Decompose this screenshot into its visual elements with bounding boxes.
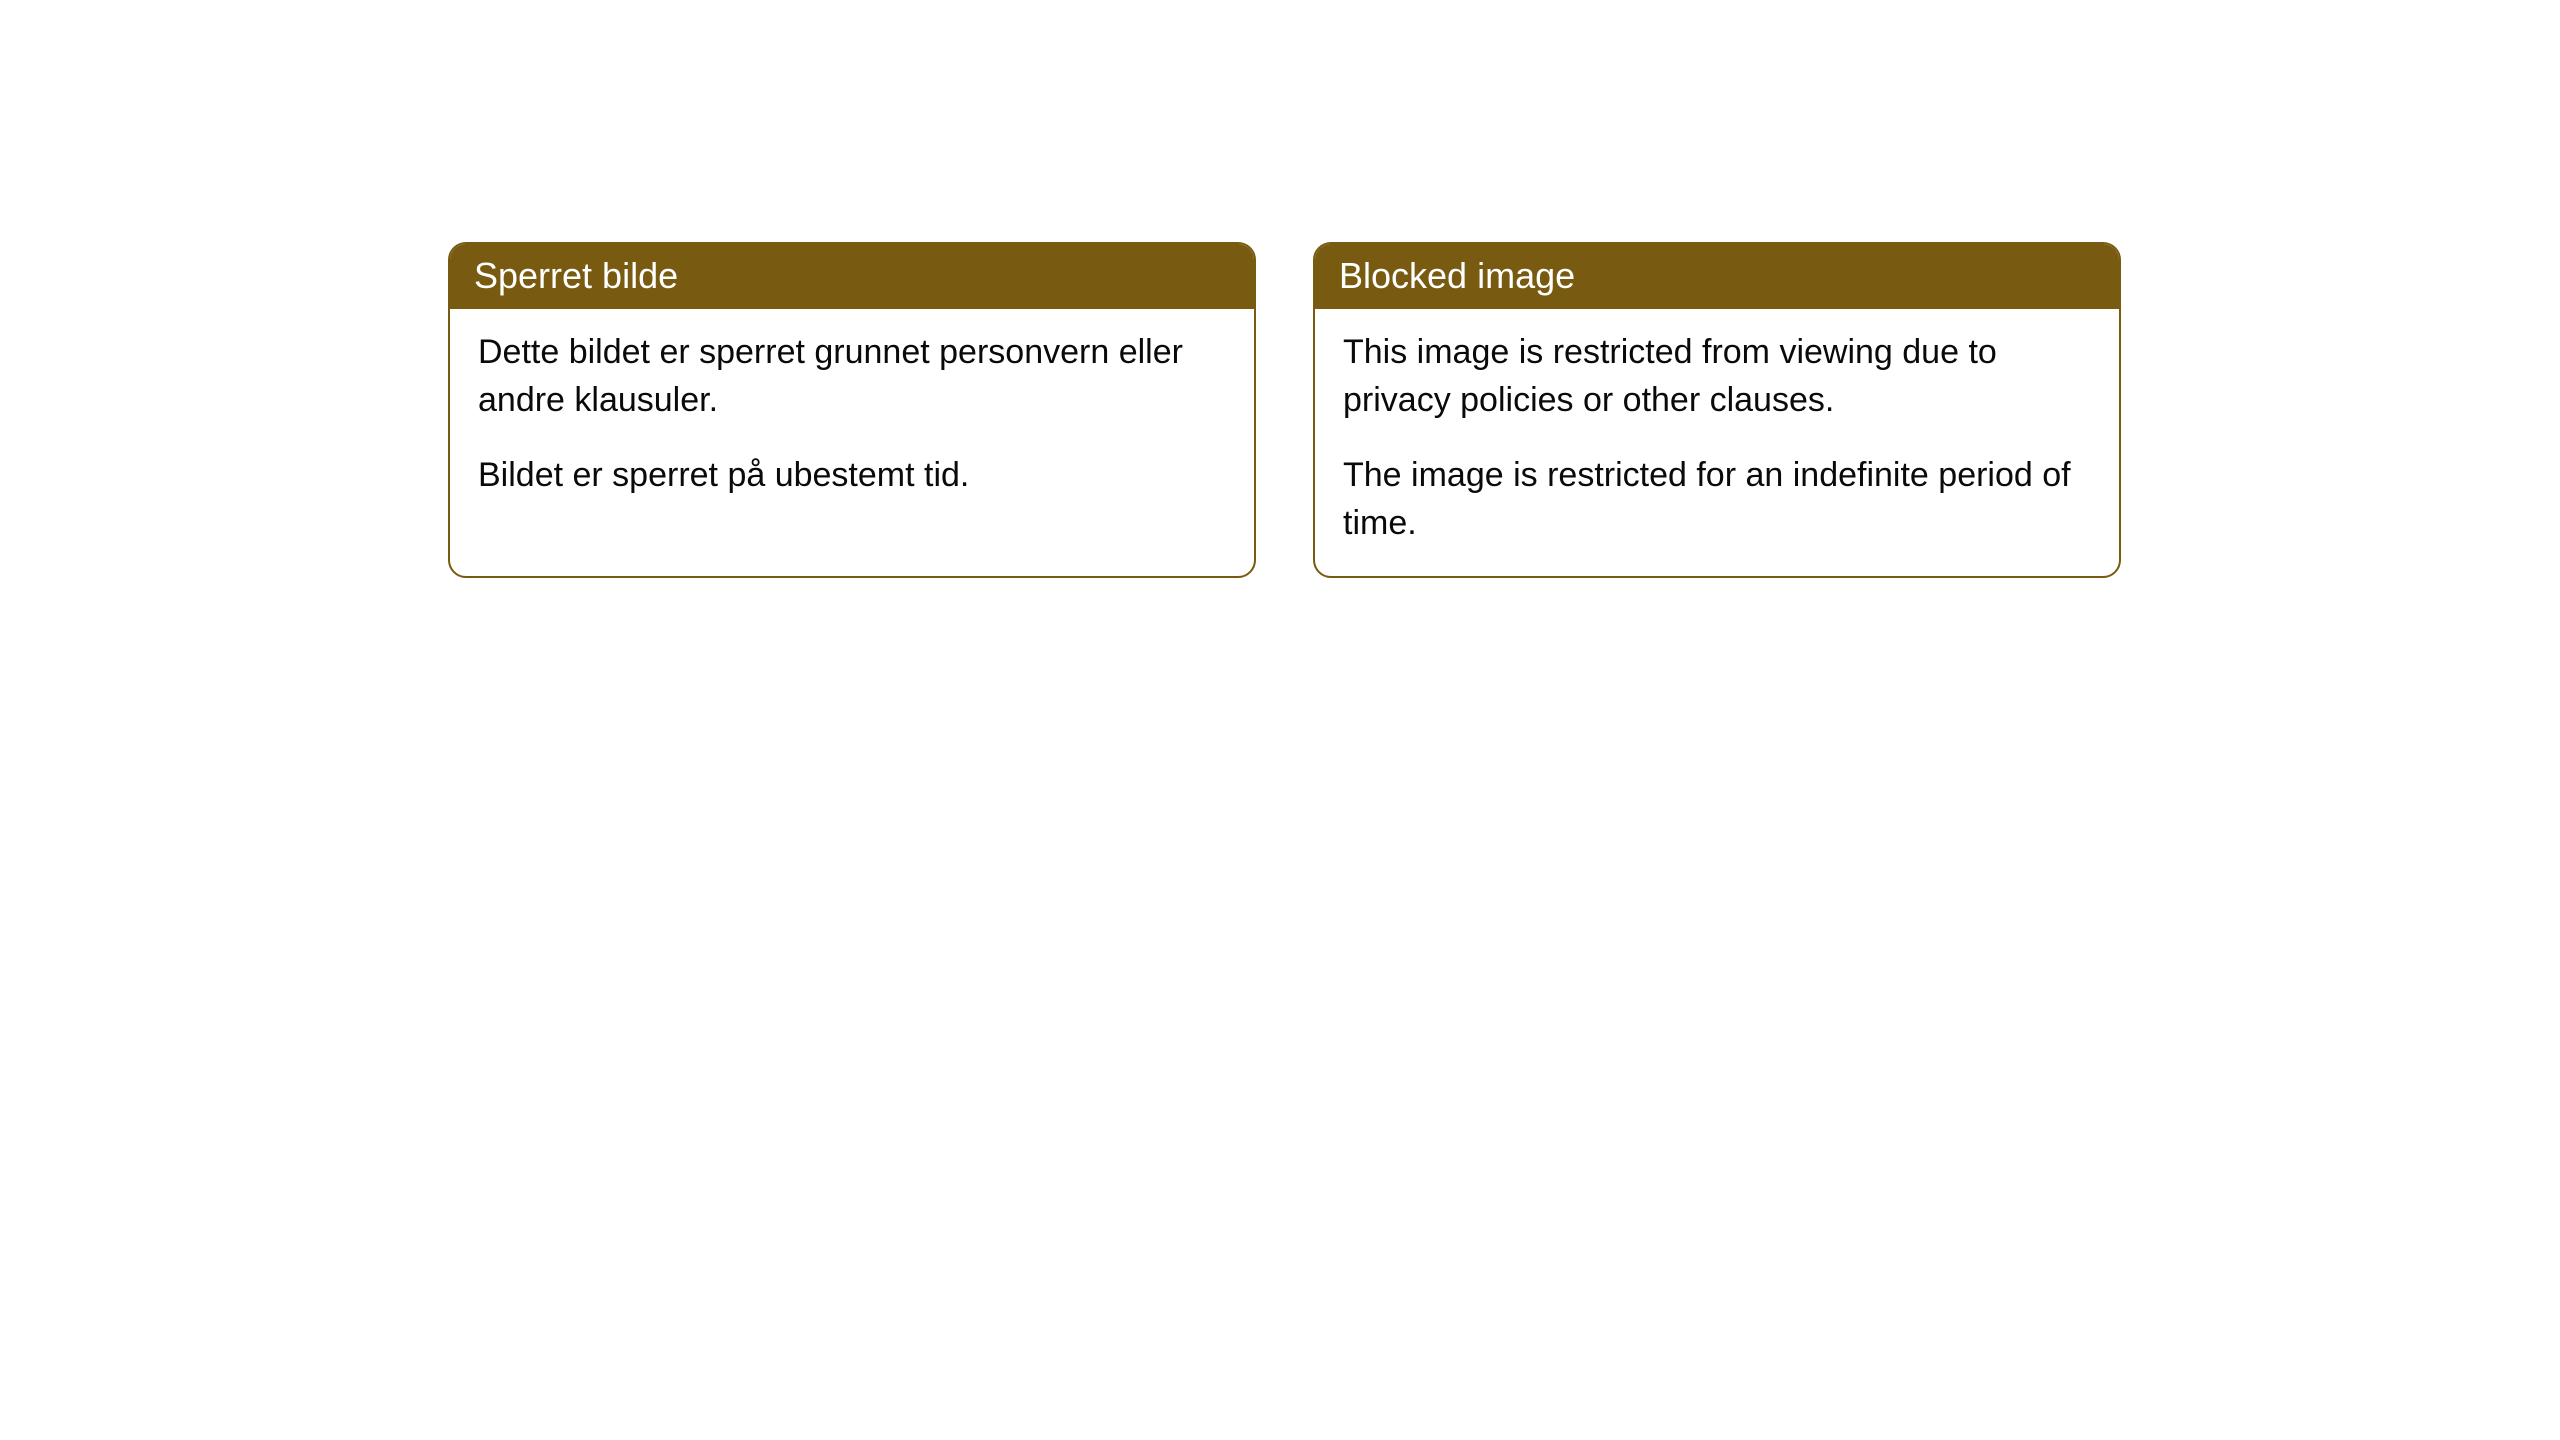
card-paragraph-1-en: This image is restricted from viewing du…: [1343, 329, 2091, 424]
card-body-no: Dette bildet er sperret grunnet personve…: [450, 309, 1254, 528]
blocked-image-card-no: Sperret bilde Dette bildet er sperret gr…: [448, 242, 1256, 578]
card-paragraph-2-en: The image is restricted for an indefinit…: [1343, 452, 2091, 547]
card-header-no: Sperret bilde: [450, 244, 1254, 309]
cards-container: Sperret bilde Dette bildet er sperret gr…: [448, 242, 2121, 578]
card-header-en: Blocked image: [1315, 244, 2119, 309]
card-body-en: This image is restricted from viewing du…: [1315, 309, 2119, 575]
blocked-image-card-en: Blocked image This image is restricted f…: [1313, 242, 2121, 578]
card-paragraph-2-no: Bildet er sperret på ubestemt tid.: [478, 452, 1226, 500]
card-paragraph-1-no: Dette bildet er sperret grunnet personve…: [478, 329, 1226, 424]
